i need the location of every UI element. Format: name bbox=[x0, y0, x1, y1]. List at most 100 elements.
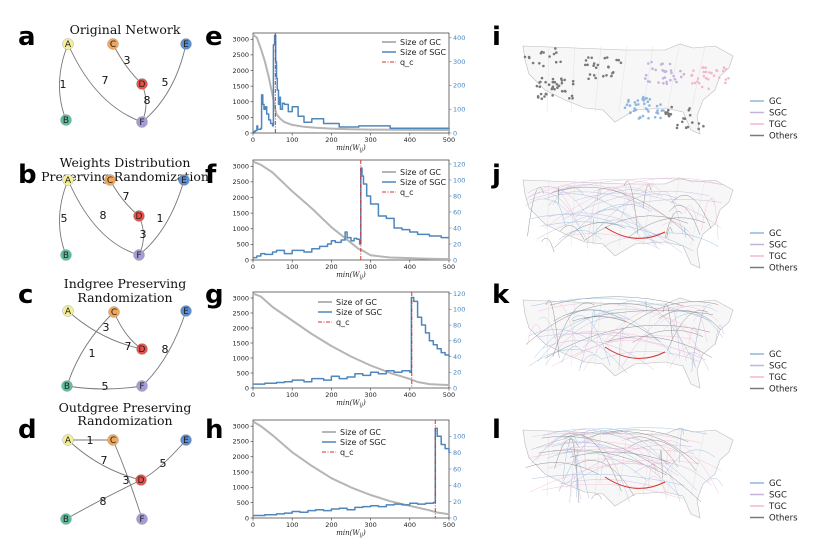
map-point bbox=[552, 80, 556, 84]
network-title: Indgree Preserving bbox=[64, 276, 186, 291]
map-i bbox=[522, 43, 734, 135]
node-label-D: D bbox=[138, 476, 145, 486]
y-tick-label-right: 120 bbox=[453, 160, 465, 168]
network-node-F bbox=[133, 249, 145, 261]
flight-route bbox=[532, 432, 722, 471]
map-point bbox=[644, 77, 647, 80]
flight-route bbox=[536, 432, 587, 461]
flight-route bbox=[540, 221, 694, 252]
flight-route bbox=[563, 451, 590, 499]
flight-route bbox=[531, 427, 708, 450]
map-point bbox=[557, 84, 561, 88]
flight-route bbox=[528, 179, 656, 198]
map-point bbox=[605, 74, 608, 77]
flight-route bbox=[642, 184, 652, 209]
x-tick-label: 0 bbox=[251, 136, 255, 144]
flight-route bbox=[679, 428, 684, 463]
map-point bbox=[647, 116, 650, 120]
legend-label-gc: Size of GC bbox=[340, 428, 381, 437]
edge-weight-C-D: 3 bbox=[124, 54, 131, 67]
flight-route bbox=[559, 225, 585, 240]
edge-weight-A-B: 1 bbox=[60, 78, 67, 91]
map-point bbox=[636, 99, 640, 102]
map-point bbox=[724, 81, 727, 85]
map-point bbox=[584, 59, 588, 62]
flight-route bbox=[576, 449, 578, 498]
flight-route bbox=[683, 227, 686, 238]
y-tick-label-right: 60 bbox=[453, 465, 461, 473]
map-point bbox=[637, 103, 640, 106]
map-point bbox=[625, 103, 629, 106]
edge-weight-C-D: 7 bbox=[125, 340, 132, 353]
y-tick-label-left: 1500 bbox=[232, 209, 249, 217]
flight-route bbox=[660, 318, 687, 361]
map-point bbox=[668, 62, 672, 66]
node-label-D: D bbox=[139, 80, 146, 90]
flight-route bbox=[596, 209, 657, 246]
map-point bbox=[644, 107, 648, 110]
map-point bbox=[592, 64, 595, 67]
x-tick-label: 100 bbox=[286, 391, 298, 399]
map-point bbox=[643, 102, 646, 106]
node-label-C: C bbox=[107, 176, 113, 186]
flight-route bbox=[583, 215, 689, 241]
y-tick-label-left: 1000 bbox=[232, 354, 249, 362]
map-point bbox=[602, 74, 605, 78]
map-point bbox=[684, 126, 688, 129]
node-label-B: B bbox=[64, 382, 70, 392]
flight-route bbox=[527, 324, 543, 345]
map-point bbox=[655, 104, 659, 108]
map-point bbox=[667, 108, 670, 112]
flight-route bbox=[666, 227, 673, 239]
network-title: Randomization bbox=[77, 290, 172, 305]
network-node-C bbox=[104, 174, 116, 186]
network-edge-A-D bbox=[67, 439, 142, 481]
y-tick-label-right: 40 bbox=[453, 482, 461, 490]
y-tick-label-right: 100 bbox=[453, 105, 465, 113]
map-point bbox=[646, 100, 650, 103]
state-border bbox=[642, 45, 654, 113]
map-legend-label: Others bbox=[769, 132, 798, 142]
state-border bbox=[666, 179, 680, 247]
flight-route bbox=[599, 455, 610, 483]
edge-weight-C-B: 1 bbox=[89, 347, 96, 360]
map-point bbox=[663, 76, 667, 79]
y-tick-label-left: 2000 bbox=[232, 67, 249, 75]
map-point bbox=[592, 62, 596, 65]
state-border bbox=[642, 429, 654, 497]
node-label-E: E bbox=[183, 40, 189, 50]
map-point bbox=[563, 78, 566, 82]
network-node-C bbox=[108, 306, 120, 318]
y-tick-label-right: 20 bbox=[453, 498, 461, 506]
flight-route bbox=[570, 315, 611, 366]
flight-route bbox=[560, 441, 581, 500]
map-point bbox=[539, 51, 543, 55]
map-point bbox=[648, 104, 651, 107]
flight-route bbox=[664, 211, 683, 238]
map-point bbox=[650, 60, 653, 64]
map-point bbox=[651, 67, 654, 70]
map-point bbox=[656, 109, 659, 112]
y-tick-label-left: 2000 bbox=[232, 324, 249, 332]
network-node-F bbox=[136, 513, 148, 525]
edge-weight-A-B: 5 bbox=[61, 212, 68, 225]
x-tick-label: 200 bbox=[325, 263, 337, 271]
legend-label-sgc: Size of SGC bbox=[400, 48, 446, 57]
edge-weight-A-F: 8 bbox=[100, 209, 107, 222]
x-tick-label: 500 bbox=[443, 263, 455, 271]
flight-route bbox=[527, 187, 545, 237]
map-point bbox=[560, 89, 564, 93]
network-node-F bbox=[136, 380, 148, 392]
network-node-B bbox=[60, 114, 72, 126]
network-node-E bbox=[180, 38, 192, 50]
series-line-gc bbox=[252, 33, 450, 131]
x-axis-label-close: ) bbox=[362, 144, 366, 152]
edge-weight-A-D: 3 bbox=[103, 321, 110, 334]
map-legend-label: SGC bbox=[769, 109, 787, 119]
flight-route bbox=[531, 298, 713, 322]
flight-route bbox=[666, 310, 709, 352]
flight-route bbox=[532, 473, 685, 486]
network-title: Outdgree Preserving bbox=[59, 400, 192, 415]
